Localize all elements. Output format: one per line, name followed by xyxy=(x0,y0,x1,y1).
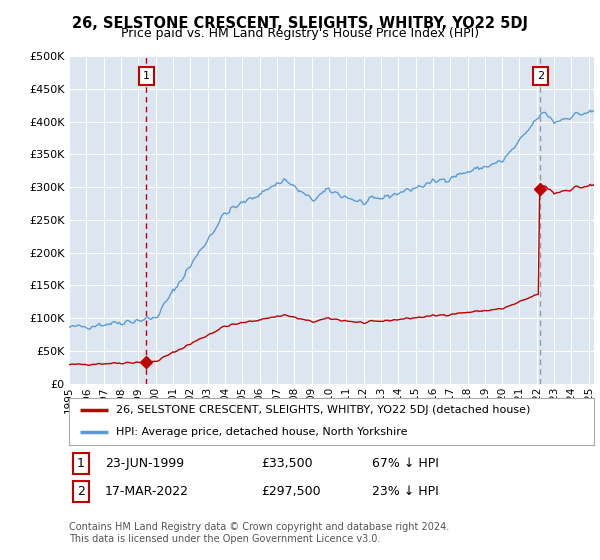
Text: £33,500: £33,500 xyxy=(261,457,313,470)
Text: 23-JUN-1999: 23-JUN-1999 xyxy=(105,457,184,470)
Text: £297,500: £297,500 xyxy=(261,485,320,498)
Text: 1: 1 xyxy=(143,71,150,81)
Text: 2: 2 xyxy=(537,71,544,81)
Text: HPI: Average price, detached house, North Yorkshire: HPI: Average price, detached house, Nort… xyxy=(116,427,408,437)
Text: 26, SELSTONE CRESCENT, SLEIGHTS, WHITBY, YO22 5DJ (detached house): 26, SELSTONE CRESCENT, SLEIGHTS, WHITBY,… xyxy=(116,405,530,416)
Text: 2: 2 xyxy=(77,485,85,498)
Text: 1: 1 xyxy=(77,457,85,470)
Text: 26, SELSTONE CRESCENT, SLEIGHTS, WHITBY, YO22 5DJ: 26, SELSTONE CRESCENT, SLEIGHTS, WHITBY,… xyxy=(72,16,528,31)
Text: 17-MAR-2022: 17-MAR-2022 xyxy=(105,485,189,498)
Text: 23% ↓ HPI: 23% ↓ HPI xyxy=(372,485,439,498)
Text: 67% ↓ HPI: 67% ↓ HPI xyxy=(372,457,439,470)
Text: Contains HM Land Registry data © Crown copyright and database right 2024.
This d: Contains HM Land Registry data © Crown c… xyxy=(69,522,449,544)
Text: Price paid vs. HM Land Registry's House Price Index (HPI): Price paid vs. HM Land Registry's House … xyxy=(121,27,479,40)
